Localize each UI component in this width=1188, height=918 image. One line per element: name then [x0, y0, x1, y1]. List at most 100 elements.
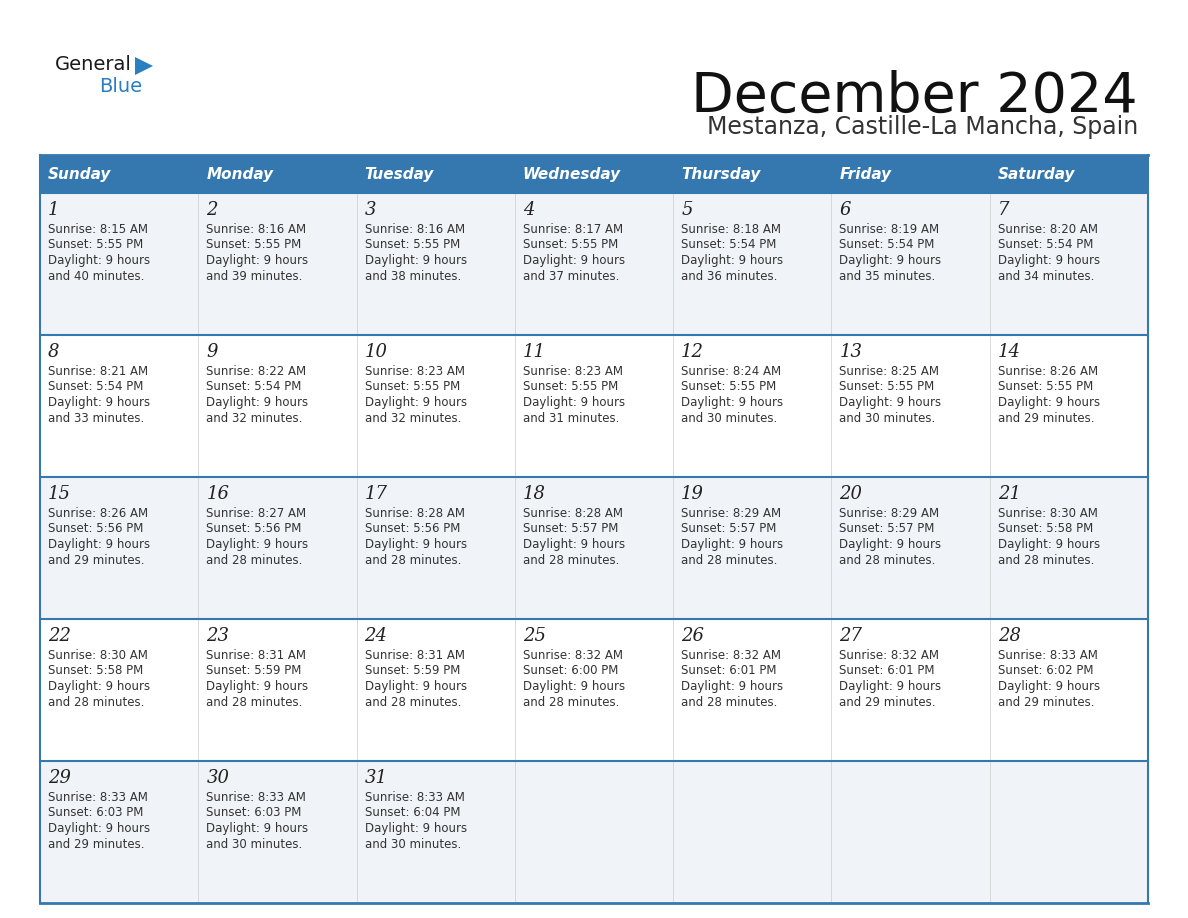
- Text: 22: 22: [48, 627, 71, 645]
- Text: Daylight: 9 hours: Daylight: 9 hours: [48, 538, 150, 551]
- Text: and 29 minutes.: and 29 minutes.: [48, 837, 145, 850]
- Text: 28: 28: [998, 627, 1020, 645]
- Text: and 28 minutes.: and 28 minutes.: [48, 696, 145, 709]
- Text: Sunrise: 8:25 AM: Sunrise: 8:25 AM: [840, 365, 940, 378]
- Text: 19: 19: [681, 485, 704, 503]
- Text: and 28 minutes.: and 28 minutes.: [365, 696, 461, 709]
- Text: Sunrise: 8:17 AM: Sunrise: 8:17 AM: [523, 223, 623, 236]
- Text: 7: 7: [998, 201, 1010, 219]
- Text: 16: 16: [207, 485, 229, 503]
- Text: Daylight: 9 hours: Daylight: 9 hours: [365, 254, 467, 267]
- Text: Sunset: 5:58 PM: Sunset: 5:58 PM: [48, 665, 144, 677]
- Text: Daylight: 9 hours: Daylight: 9 hours: [998, 680, 1100, 693]
- Bar: [674, 761, 832, 903]
- Text: and 28 minutes.: and 28 minutes.: [681, 554, 777, 566]
- Bar: [40, 193, 198, 335]
- Text: Daylight: 9 hours: Daylight: 9 hours: [523, 680, 625, 693]
- Text: Sunset: 5:54 PM: Sunset: 5:54 PM: [48, 380, 144, 394]
- Text: 26: 26: [681, 627, 704, 645]
- Text: and 28 minutes.: and 28 minutes.: [207, 696, 303, 709]
- Text: 12: 12: [681, 343, 704, 361]
- Bar: [356, 619, 514, 761]
- Bar: [832, 477, 990, 619]
- Bar: [990, 335, 1148, 477]
- Text: Sunset: 5:56 PM: Sunset: 5:56 PM: [365, 522, 460, 535]
- Text: Sunrise: 8:18 AM: Sunrise: 8:18 AM: [681, 223, 782, 236]
- Text: Daylight: 9 hours: Daylight: 9 hours: [840, 254, 942, 267]
- Text: Sunrise: 8:30 AM: Sunrise: 8:30 AM: [48, 649, 147, 662]
- Bar: [674, 619, 832, 761]
- Bar: [514, 477, 674, 619]
- Bar: [990, 155, 1148, 193]
- Text: Daylight: 9 hours: Daylight: 9 hours: [365, 680, 467, 693]
- Text: Sunrise: 8:33 AM: Sunrise: 8:33 AM: [365, 791, 465, 804]
- Bar: [990, 477, 1148, 619]
- Bar: [832, 761, 990, 903]
- Text: and 36 minutes.: and 36 minutes.: [681, 270, 777, 283]
- Text: Sunset: 5:55 PM: Sunset: 5:55 PM: [681, 380, 777, 394]
- Text: Sunrise: 8:16 AM: Sunrise: 8:16 AM: [207, 223, 307, 236]
- Text: Daylight: 9 hours: Daylight: 9 hours: [207, 396, 309, 409]
- Text: and 40 minutes.: and 40 minutes.: [48, 270, 145, 283]
- Bar: [832, 193, 990, 335]
- Text: Daylight: 9 hours: Daylight: 9 hours: [998, 254, 1100, 267]
- Text: 9: 9: [207, 343, 217, 361]
- Text: Sunrise: 8:28 AM: Sunrise: 8:28 AM: [365, 507, 465, 520]
- Bar: [514, 619, 674, 761]
- Text: 20: 20: [840, 485, 862, 503]
- Text: 5: 5: [681, 201, 693, 219]
- Text: Daylight: 9 hours: Daylight: 9 hours: [998, 538, 1100, 551]
- Bar: [514, 193, 674, 335]
- Text: 23: 23: [207, 627, 229, 645]
- Text: Sunrise: 8:26 AM: Sunrise: 8:26 AM: [998, 365, 1098, 378]
- Text: Sunrise: 8:33 AM: Sunrise: 8:33 AM: [998, 649, 1098, 662]
- Text: and 28 minutes.: and 28 minutes.: [365, 554, 461, 566]
- Text: and 34 minutes.: and 34 minutes.: [998, 270, 1094, 283]
- Text: Sunrise: 8:31 AM: Sunrise: 8:31 AM: [207, 649, 307, 662]
- Text: Daylight: 9 hours: Daylight: 9 hours: [365, 538, 467, 551]
- Text: and 32 minutes.: and 32 minutes.: [365, 411, 461, 424]
- Text: and 28 minutes.: and 28 minutes.: [840, 554, 936, 566]
- Text: Sunrise: 8:27 AM: Sunrise: 8:27 AM: [207, 507, 307, 520]
- Bar: [198, 761, 356, 903]
- Text: Daylight: 9 hours: Daylight: 9 hours: [365, 396, 467, 409]
- Text: 25: 25: [523, 627, 545, 645]
- Text: and 30 minutes.: and 30 minutes.: [207, 837, 303, 850]
- Text: Sunset: 5:55 PM: Sunset: 5:55 PM: [207, 239, 302, 252]
- Text: Sunset: 5:58 PM: Sunset: 5:58 PM: [998, 522, 1093, 535]
- Text: Sunset: 5:56 PM: Sunset: 5:56 PM: [207, 522, 302, 535]
- Text: Sunset: 5:56 PM: Sunset: 5:56 PM: [48, 522, 144, 535]
- Text: Friday: Friday: [840, 166, 891, 182]
- Text: and 28 minutes.: and 28 minutes.: [523, 696, 619, 709]
- Polygon shape: [135, 57, 153, 75]
- Text: Daylight: 9 hours: Daylight: 9 hours: [998, 396, 1100, 409]
- Text: and 28 minutes.: and 28 minutes.: [681, 696, 777, 709]
- Text: Sunrise: 8:28 AM: Sunrise: 8:28 AM: [523, 507, 623, 520]
- Text: Sunset: 5:54 PM: Sunset: 5:54 PM: [681, 239, 777, 252]
- Text: and 28 minutes.: and 28 minutes.: [523, 554, 619, 566]
- Text: and 38 minutes.: and 38 minutes.: [365, 270, 461, 283]
- Text: Sunset: 5:57 PM: Sunset: 5:57 PM: [523, 522, 618, 535]
- Text: Sunrise: 8:20 AM: Sunrise: 8:20 AM: [998, 223, 1098, 236]
- Text: 31: 31: [365, 769, 387, 787]
- Bar: [674, 193, 832, 335]
- Text: Sunset: 5:55 PM: Sunset: 5:55 PM: [48, 239, 144, 252]
- Bar: [990, 193, 1148, 335]
- Bar: [40, 477, 198, 619]
- Text: Sunrise: 8:33 AM: Sunrise: 8:33 AM: [207, 791, 307, 804]
- Text: 30: 30: [207, 769, 229, 787]
- Text: Sunset: 6:03 PM: Sunset: 6:03 PM: [207, 807, 302, 820]
- Text: Sunset: 5:55 PM: Sunset: 5:55 PM: [365, 239, 460, 252]
- Text: Daylight: 9 hours: Daylight: 9 hours: [523, 538, 625, 551]
- Text: Monday: Monday: [207, 166, 273, 182]
- Bar: [40, 761, 198, 903]
- Text: 1: 1: [48, 201, 59, 219]
- Text: Sunset: 5:54 PM: Sunset: 5:54 PM: [998, 239, 1093, 252]
- Text: Sunset: 6:01 PM: Sunset: 6:01 PM: [840, 665, 935, 677]
- Text: Sunrise: 8:19 AM: Sunrise: 8:19 AM: [840, 223, 940, 236]
- Text: Sunset: 6:01 PM: Sunset: 6:01 PM: [681, 665, 777, 677]
- Text: Sunrise: 8:21 AM: Sunrise: 8:21 AM: [48, 365, 148, 378]
- Bar: [514, 761, 674, 903]
- Text: and 30 minutes.: and 30 minutes.: [365, 837, 461, 850]
- Text: Sunset: 5:57 PM: Sunset: 5:57 PM: [681, 522, 777, 535]
